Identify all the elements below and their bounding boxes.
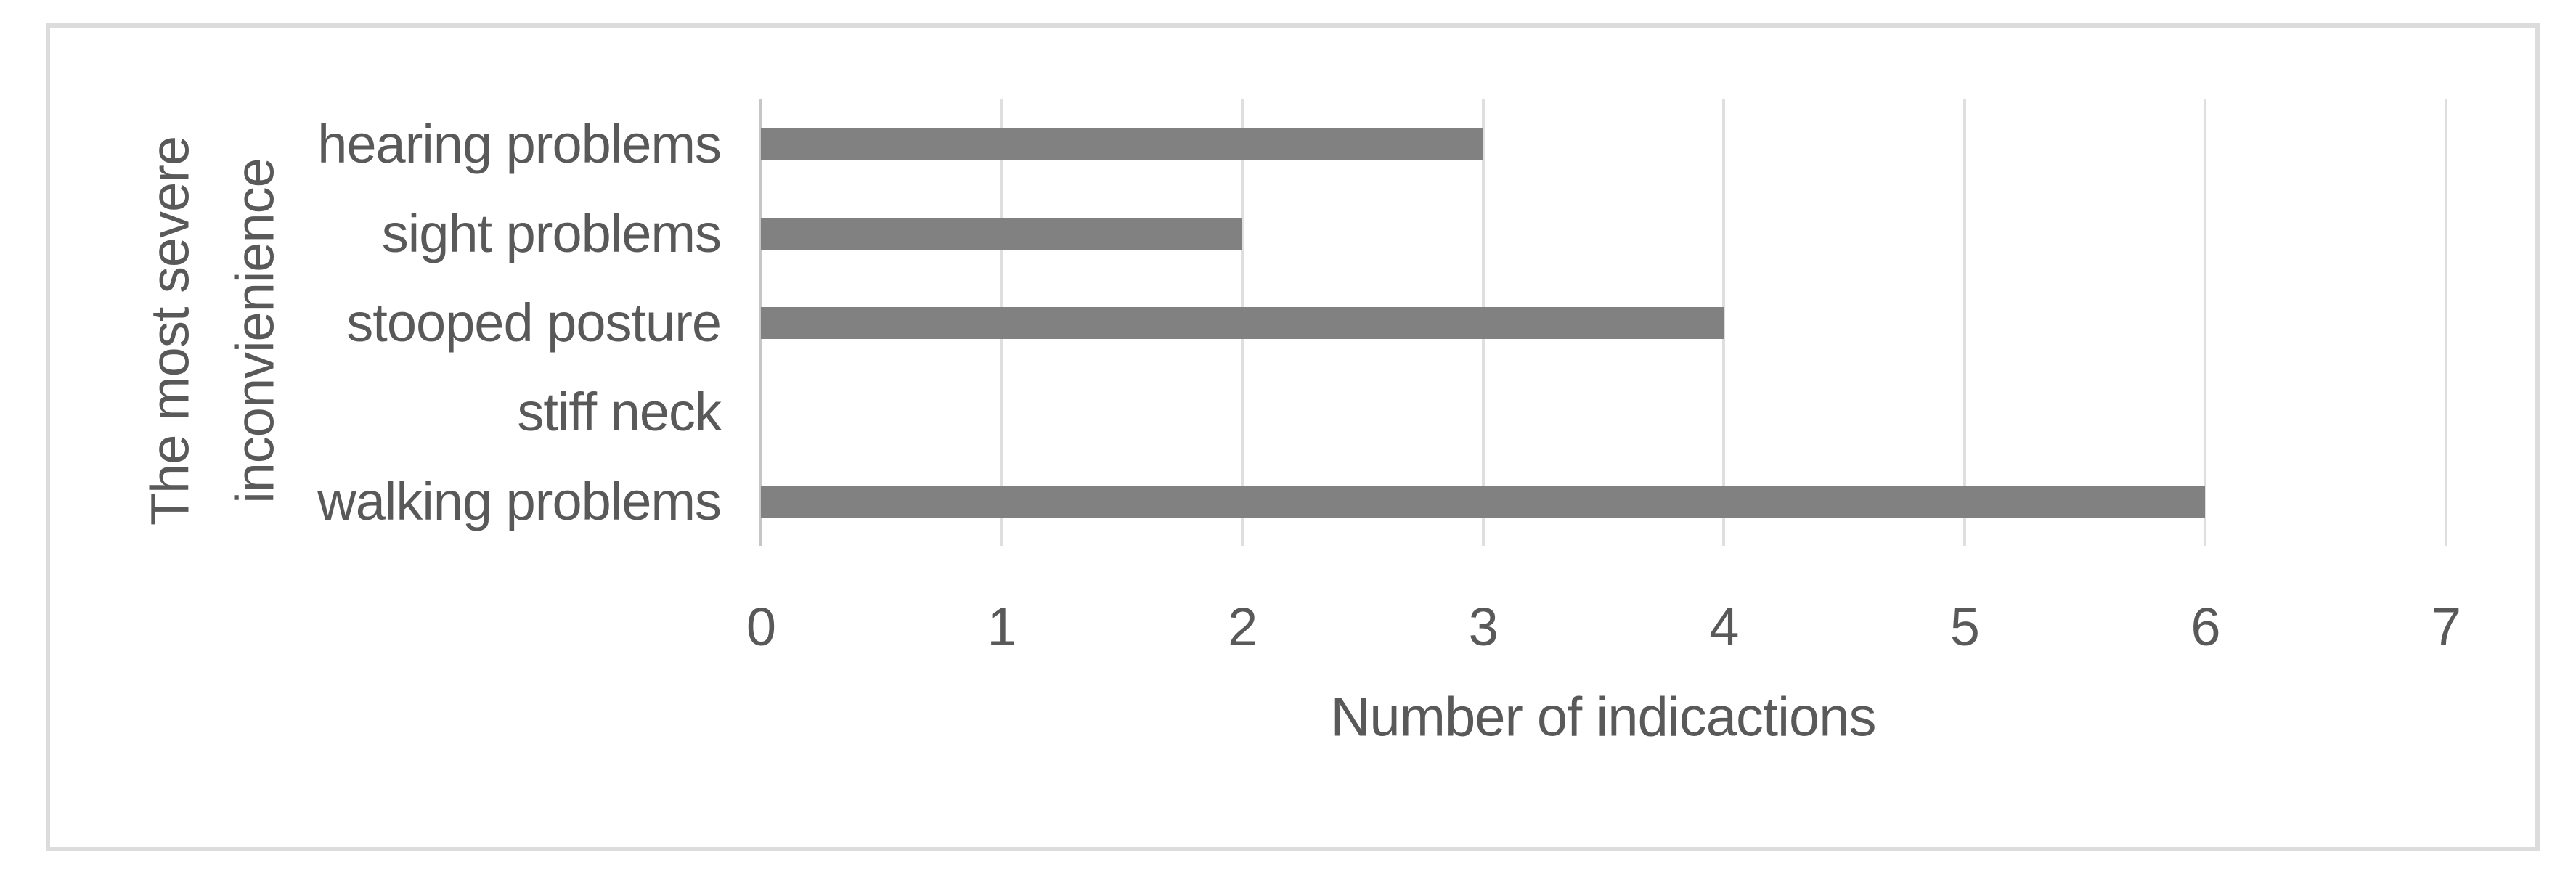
category-label-sight-problems: sight problems bbox=[381, 203, 722, 263]
bar-stooped-posture bbox=[761, 306, 1724, 339]
tick-label-2: 2 bbox=[1228, 597, 1258, 657]
gridline-x-4 bbox=[1722, 99, 1726, 546]
tick-label-0: 0 bbox=[746, 597, 776, 657]
y-axis-title-line-2: inconvienience bbox=[224, 158, 285, 504]
bar-sight-problems bbox=[761, 217, 1243, 250]
y-axis-title-line-1: The most severe bbox=[139, 136, 200, 526]
bar-hearing-problems bbox=[761, 128, 1483, 160]
gridline-x-5 bbox=[1962, 99, 1966, 546]
category-label-stooped-posture: stooped posture bbox=[346, 293, 722, 353]
tick-label-5: 5 bbox=[1949, 597, 1980, 657]
tick-label-6: 6 bbox=[2190, 597, 2220, 657]
tick-label-1: 1 bbox=[987, 597, 1016, 657]
gridline-x-6 bbox=[2204, 99, 2207, 546]
tick-label-7: 7 bbox=[2431, 597, 2461, 657]
bar-chart: hearing problems sight problems stooped po… bbox=[46, 23, 2540, 851]
category-label-hearing-problems: hearing problems bbox=[317, 114, 722, 174]
gridline-x-7 bbox=[2445, 99, 2447, 546]
tick-label-3: 3 bbox=[1468, 597, 1499, 657]
tick-label-4: 4 bbox=[1709, 597, 1739, 657]
bar-walking-problems bbox=[761, 485, 2206, 518]
category-label-stiff-neck: stiff neck bbox=[517, 382, 722, 442]
x-axis-title: Number of indicactions bbox=[1330, 686, 1876, 748]
category-label-walking-problems: walking problems bbox=[317, 471, 722, 531]
